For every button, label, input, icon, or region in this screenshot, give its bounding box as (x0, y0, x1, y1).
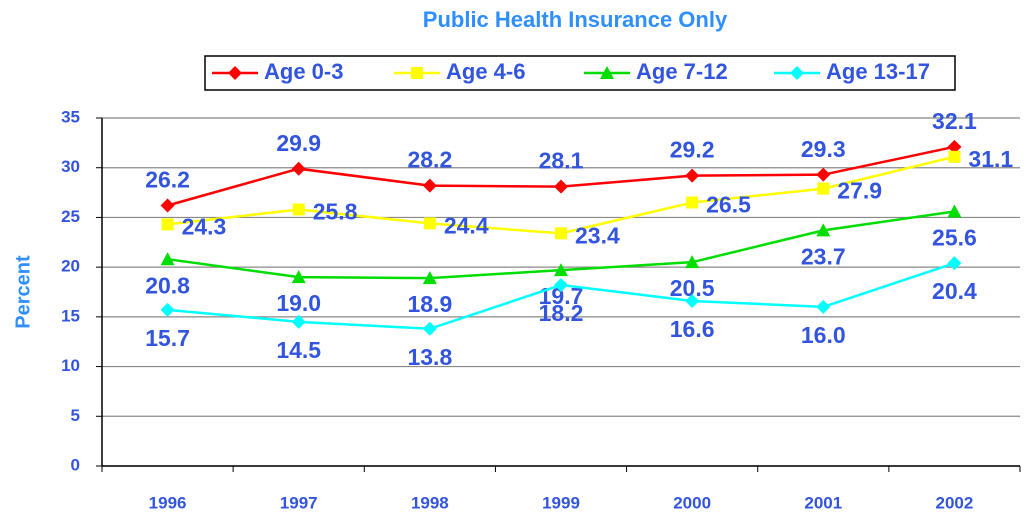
legend-box (204, 55, 956, 91)
value-label: 16.6 (670, 316, 715, 342)
y-tick-label: 35 (61, 107, 80, 126)
value-label: 28.1 (539, 148, 584, 174)
x-tick-label: 1997 (280, 493, 318, 512)
marker (816, 167, 831, 182)
marker (685, 293, 700, 308)
marker (555, 227, 567, 240)
marker (947, 256, 962, 271)
y-tick-label: 15 (61, 306, 80, 325)
legend-label: Age 0-3 (264, 59, 343, 84)
value-label: 31.1 (968, 146, 1013, 172)
chart-title: Public Health Insurance Only (423, 7, 728, 32)
legend-label: Age 4-6 (446, 59, 525, 84)
value-label: 27.9 (837, 178, 882, 204)
marker (816, 299, 831, 314)
marker (422, 178, 437, 193)
legend-label: Age 13-17 (826, 59, 930, 84)
x-tick-label: 1998 (411, 493, 449, 512)
value-label: 18.2 (539, 300, 584, 326)
marker (685, 255, 700, 269)
y-tick-label: 10 (61, 356, 80, 375)
value-label: 23.7 (801, 243, 846, 269)
value-label: 20.8 (145, 272, 190, 298)
marker (554, 263, 568, 277)
value-label: 24.3 (182, 213, 227, 239)
marker (423, 217, 436, 230)
value-label: 29.3 (801, 136, 846, 162)
marker (291, 270, 306, 284)
x-tick-label: 2002 (936, 493, 974, 512)
y-axis-label: Percent (12, 255, 34, 329)
x-tick-label: 1999 (542, 493, 580, 512)
value-label: 19.0 (276, 290, 321, 316)
marker (161, 218, 174, 231)
x-tick-label: 2000 (673, 493, 711, 512)
marker (685, 168, 700, 183)
marker (160, 252, 175, 266)
value-label: 24.4 (444, 212, 489, 238)
value-label: 26.2 (145, 167, 190, 193)
y-tick-label: 20 (61, 257, 80, 276)
value-label: 25.8 (313, 199, 358, 225)
marker (947, 204, 962, 218)
marker (817, 182, 830, 195)
value-label: 16.0 (801, 322, 846, 348)
legend-label: Age 7-12 (636, 59, 728, 84)
marker (816, 223, 831, 237)
value-label: 15.7 (145, 325, 190, 351)
marker (411, 67, 423, 79)
marker (291, 161, 306, 176)
value-label: 28.2 (407, 147, 452, 173)
marker (160, 302, 175, 317)
value-label: 26.5 (706, 192, 751, 218)
value-label: 25.6 (932, 225, 977, 251)
marker (686, 196, 699, 209)
marker (948, 150, 961, 163)
marker (422, 271, 437, 285)
y-tick-label: 0 (71, 455, 80, 474)
y-tick-label: 25 (61, 207, 80, 226)
value-label: 32.1 (932, 108, 977, 134)
marker (228, 66, 242, 80)
value-label: 20.4 (932, 278, 977, 304)
y-tick-label: 30 (61, 157, 80, 176)
marker (790, 66, 804, 80)
value-label: 29.2 (670, 137, 715, 163)
value-label: 13.8 (407, 344, 452, 370)
marker (291, 314, 306, 329)
marker (600, 66, 614, 79)
x-tick-label: 2001 (804, 493, 842, 512)
marker (554, 179, 568, 194)
marker (554, 278, 568, 293)
value-label: 14.5 (276, 337, 321, 363)
value-label: 23.4 (575, 222, 620, 248)
x-tick-label: 1996 (149, 493, 187, 512)
marker (292, 203, 305, 216)
marker (422, 321, 437, 336)
value-label: 18.9 (407, 291, 452, 317)
marker (160, 198, 175, 213)
y-tick-label: 5 (71, 406, 80, 425)
value-label: 29.9 (276, 130, 321, 156)
marker (947, 139, 962, 154)
